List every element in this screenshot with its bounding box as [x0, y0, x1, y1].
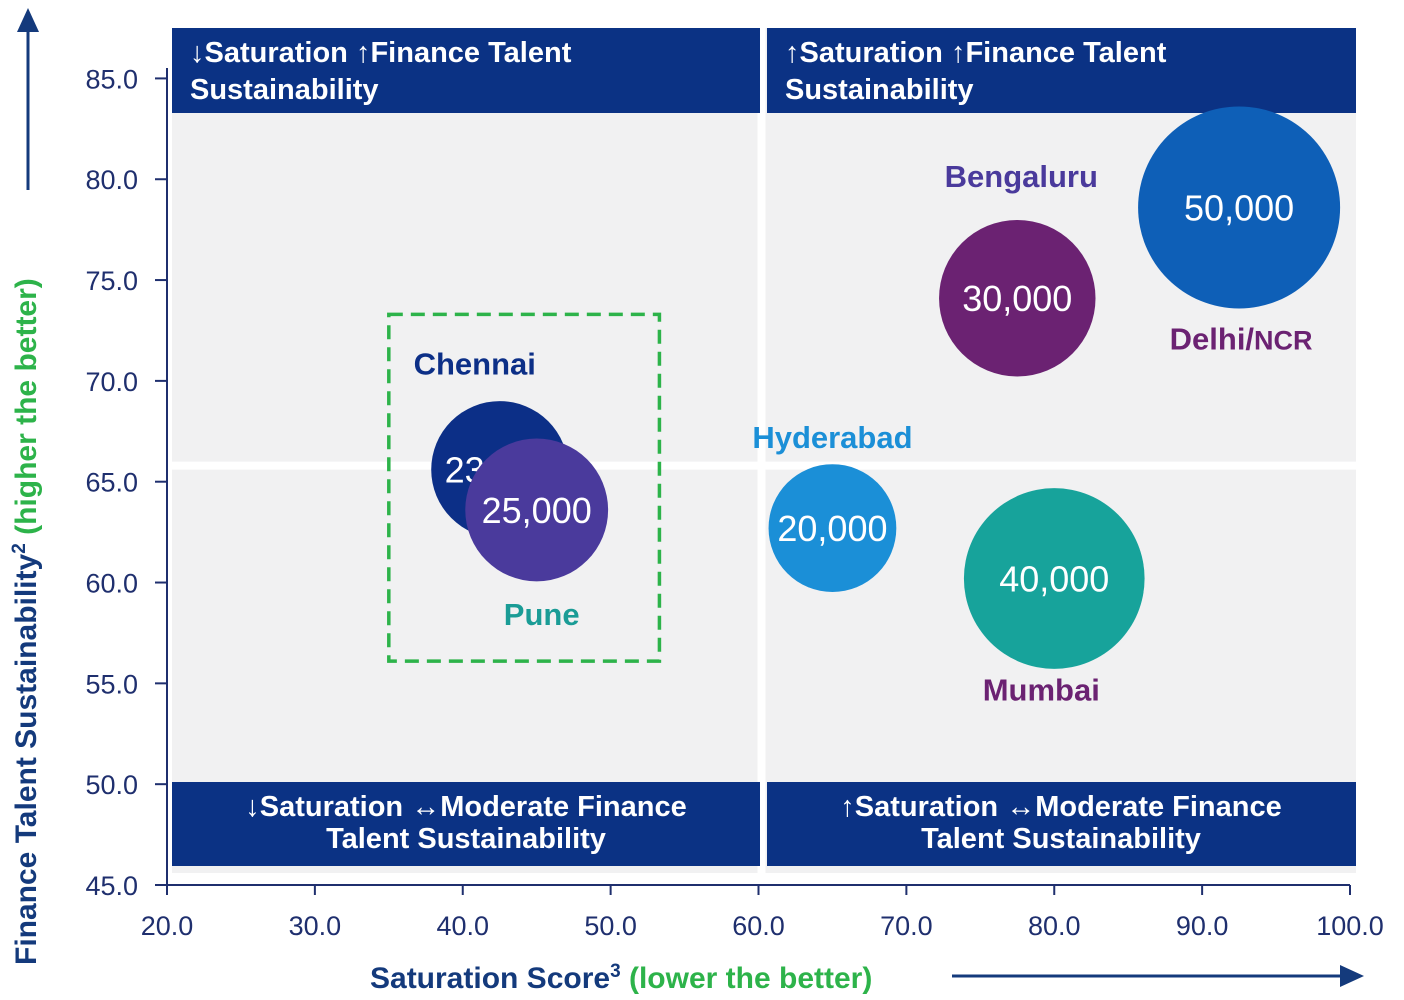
x-tick-label: 100.0	[1316, 911, 1384, 941]
city-name: Delhi/	[1170, 321, 1255, 356]
x-tick-label: 50.0	[584, 911, 637, 941]
city-label-delhi: Delhi/NCR	[1170, 321, 1313, 356]
axis-arrows	[17, 8, 1364, 987]
bubble-hyderabad	[768, 464, 897, 592]
city-name: Chennai	[414, 347, 536, 382]
quadrant-banner-bottom-left	[172, 782, 760, 866]
city-name-suffix: NCR	[1254, 325, 1313, 355]
city-label-bengaluru: Bengaluru	[945, 159, 1098, 194]
axis-titles: Saturation Score3 (lower the better) Fin…	[9, 278, 872, 995]
bubble-value-mumbai: 40,000	[999, 558, 1109, 599]
quadrant-title-line: Talent Sustainability	[326, 823, 606, 855]
bubble-value-bengaluru: 30,000	[962, 278, 1072, 319]
bubbles: 23,000Chennai25,000Pune20,000Hyderabad40…	[414, 106, 1341, 707]
x-tick-label: 30.0	[289, 911, 342, 941]
x-tick-label: 70.0	[880, 911, 933, 941]
x-tick-label: 80.0	[1028, 911, 1081, 941]
x-tick-label: 60.0	[732, 911, 785, 941]
bubble-bengaluru	[939, 219, 1096, 377]
city-label-pune: Pune	[504, 597, 580, 632]
y-title-superscript: 2	[9, 543, 30, 554]
bubble-pune	[465, 438, 609, 582]
city-name: Hyderabad	[752, 420, 912, 455]
highlight-box	[387, 312, 662, 663]
city-label-mumbai: Mumbai	[983, 672, 1100, 707]
quadrant-banner-top-right	[767, 28, 1356, 113]
y-tick-label: 50.0	[85, 770, 138, 800]
city-name: Pune	[504, 597, 580, 632]
y-tick-label: 60.0	[85, 569, 138, 599]
quadrant-title-line: ↑Saturation ↔Moderate Finance	[840, 791, 1282, 823]
x-tick-label: 40.0	[436, 911, 489, 941]
quadrant-title-line: ↑Saturation ↑Finance Talent	[785, 37, 1167, 69]
y-tick-label: 80.0	[85, 165, 138, 195]
quadrant-banner-top-left	[172, 28, 760, 113]
highlight-box-layer	[387, 312, 662, 663]
city-name: Bengaluru	[945, 159, 1098, 194]
x-tick-label: 20.0	[141, 911, 194, 941]
city-label-chennai: Chennai	[414, 347, 536, 382]
y-tick-label: 85.0	[85, 64, 138, 94]
quadrant-title-top-right: ↑Saturation ↑Finance Talent Sustainabilit…	[785, 37, 1167, 106]
bubble-value-delhi: 50,000	[1184, 187, 1294, 228]
y-tick-label: 70.0	[85, 367, 138, 397]
y-tick-label: 45.0	[85, 871, 138, 901]
x-title-main: Saturation Score	[370, 962, 610, 995]
y-tick-label: 75.0	[85, 266, 138, 296]
quadrant-title-line: Talent Sustainability	[921, 823, 1201, 855]
quadrant-title-line: Sustainability	[785, 74, 974, 106]
city-name: Mumbai	[983, 672, 1100, 707]
quadrant-title-line: ↓Saturation ↑Finance Talent	[190, 37, 572, 69]
bubble-delhi	[1138, 106, 1341, 309]
y-tick-label: 65.0	[85, 468, 138, 498]
x-title-note: (lower the better)	[621, 962, 873, 995]
quadrant-headers: ↓Saturation ↑Finance Talent Sustainabilit…	[172, 28, 1356, 866]
y-tick-label: 55.0	[85, 669, 138, 699]
quadrant-title-line: ↓Saturation ↔Moderate Finance	[245, 791, 687, 823]
y-title-main: Finance Talent Sustainability	[10, 553, 43, 965]
bubble-mumbai	[963, 488, 1145, 669]
quadrant-title-line: Sustainability	[190, 74, 379, 106]
bubble-value-pune: 25,000	[482, 490, 592, 531]
x-axis-title: Saturation Score3 (lower the better)	[370, 961, 872, 995]
y-axis-title: Finance Talent Sustainability2 (higher t…	[9, 278, 43, 965]
quadrant-title-top-left: ↓Saturation ↑Finance Talent Sustainabilit…	[190, 37, 572, 106]
quadrant-title-bottom-right: ↑Saturation ↔Moderate Finance Talent Sust…	[840, 791, 1282, 855]
city-label-hyderabad: Hyderabad	[752, 420, 912, 455]
axes: 45.0 50.0 55.0 60.0 65.0 70.0 75.0 80.0 85.0 20.0…	[85, 64, 1383, 941]
x-title-superscript: 3	[610, 961, 621, 982]
y-title-note: (higher the better)	[10, 278, 43, 543]
bubble-value-hyderabad: 20,000	[777, 508, 887, 549]
y-axis-arrowhead	[17, 8, 39, 32]
x-axis-arrowhead	[1340, 965, 1364, 987]
quadrant-banner-bottom-right	[767, 782, 1356, 866]
quadrant-title-bottom-left: ↓Saturation ↔Moderate Finance Talent Sust…	[245, 791, 687, 855]
x-tick-label: 90.0	[1176, 911, 1229, 941]
